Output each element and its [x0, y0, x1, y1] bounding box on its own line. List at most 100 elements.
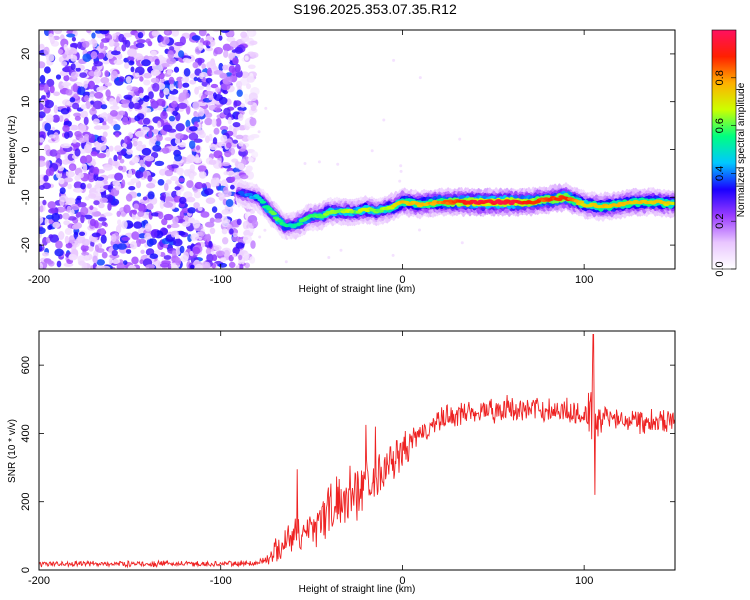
spectrogram-noise-cell — [147, 175, 153, 182]
spectrogram-noise-cell — [70, 54, 78, 62]
spectrogram-noise-cell — [65, 170, 75, 178]
spectrogram-noise-cell — [159, 35, 164, 42]
spectrogram-noise-cell — [80, 182, 86, 190]
spectrogram-noise-cell — [39, 74, 46, 84]
spectrogram-noise-cell — [198, 30, 207, 37]
spectrogram-noise-cell — [80, 110, 89, 119]
spectrogram-noise-cell — [214, 218, 222, 223]
spectrogram-noise-cell — [82, 40, 90, 48]
spectrogram-noise-cell — [246, 83, 251, 90]
spectrogram-noise-cell — [235, 265, 241, 269]
spectrogram-noise-cell — [228, 261, 236, 268]
spectrogram-noise-cell — [100, 124, 110, 130]
spectrogram-noise-cell — [55, 240, 63, 249]
spectrogram-noise-cell — [164, 169, 174, 177]
spectrogram-noise-cell — [92, 166, 100, 175]
spectrogram-noise-cell — [177, 80, 183, 89]
spectrogram-noise-cell — [100, 265, 111, 269]
spectrogram-noise-cell — [162, 124, 173, 132]
spectrogram-noise-cell — [162, 147, 170, 154]
spectrogram-noise-cell — [198, 171, 207, 179]
spectrogram-noise-cell — [198, 230, 205, 237]
spectrogram-noise-cell — [84, 255, 90, 261]
spectrogram-noise-cell — [208, 94, 214, 101]
spectrogram-noise-cell — [88, 133, 96, 143]
spectrogram-noise-cell — [231, 235, 240, 242]
spectrogram-noise-cell — [204, 117, 213, 126]
spectrogram-noise-cell — [65, 242, 73, 249]
snr-series-layer — [39, 333, 675, 569]
spectrogram-noise-cell — [188, 132, 199, 141]
spectrogram-noise-cell — [104, 70, 109, 78]
spectrogram-noise-cell — [211, 118, 217, 128]
spectrogram-noise-cell — [80, 104, 87, 110]
spectrogram-noise-cell — [77, 123, 87, 133]
spectrogram-noise-cell — [172, 110, 179, 116]
spectrogram-noise-cell — [126, 149, 133, 155]
spectrogram-noise-cell — [189, 140, 196, 149]
spectrogram-noise-cell — [213, 70, 224, 75]
spectrogram-noise-cell — [63, 220, 70, 226]
spectrogram-noise-cell — [191, 35, 201, 41]
spectrogram-noise-cell — [96, 259, 105, 266]
spectrogram-noise-cell — [119, 158, 125, 164]
spectrogram-noise-cell — [207, 39, 216, 47]
spectrogram-noise-cell — [114, 132, 120, 138]
spectrogram-noise-cell — [176, 190, 182, 197]
spectrogram-noise-cell — [48, 208, 57, 214]
spectrogram-noise-cell — [114, 145, 122, 153]
spectrogram-noise-cell — [62, 99, 71, 106]
spectrogram-noise-cell — [248, 92, 258, 101]
spectrogram-noise-cell — [77, 41, 82, 49]
spectrogram-noise-cell — [73, 181, 83, 189]
spectrogram-noise-cell — [150, 50, 157, 57]
spectrogram-noise-cell — [137, 210, 145, 217]
spectrogram-noise-cell — [44, 66, 51, 74]
spectrogram-noise-cell — [100, 77, 110, 84]
spectrogram-noise-cell — [250, 105, 256, 112]
spectrogram-noise-cell — [180, 254, 189, 263]
y-tick-label: -10 — [20, 189, 32, 205]
snr-panel: -200 -100 0 100 0 200 400 600 Height of straig… — [7, 330, 676, 595]
spectrogram-noise-cell — [118, 110, 126, 116]
spectrogram-noise-cell — [175, 133, 184, 140]
spectrogram-noise-cell — [251, 151, 259, 158]
spectrogram-ridge-cell — [270, 212, 277, 216]
spectrogram-noise-cell — [72, 83, 78, 93]
x-tick-label: -100 — [210, 575, 232, 587]
spectrogram-noise-cell — [391, 253, 395, 257]
colorbar-scale — [711, 29, 737, 270]
spectrogram-noise-cell — [69, 124, 79, 131]
spectrogram-noise-cell — [133, 140, 138, 147]
spectrogram-noise-cell — [169, 82, 175, 92]
spectrogram-noise-cell — [94, 77, 101, 84]
spectrogram-noise-cell — [39, 243, 43, 252]
spectrogram-noise-cell — [92, 39, 98, 48]
spectrogram-noise-cell — [247, 157, 254, 163]
snr-y-ticks: 0 200 400 600 — [20, 356, 675, 573]
spectrogram-noise-cell — [128, 186, 136, 191]
spectrogram-noise-cell — [108, 145, 114, 152]
spectrogram-noise-cell — [189, 79, 197, 85]
spectrogram-noise-cell — [209, 143, 218, 151]
spectrogram-noise-cell — [151, 62, 162, 72]
spectrogram-noise-cell — [263, 228, 267, 232]
spectrogram-noise-cell — [249, 40, 258, 46]
spectrogram-noise-cell — [151, 30, 160, 37]
spectrogram-noise-cell — [101, 251, 108, 259]
spectrogram-noise-cell — [159, 168, 167, 176]
spectrogram-noise-cell — [204, 90, 214, 96]
spectrogram-noise-cell — [63, 177, 73, 183]
spectrogram-noise-cell — [87, 173, 96, 183]
spectrogram-noise-cell — [145, 160, 152, 168]
spectrogram-noise-cell — [150, 77, 160, 84]
spectrogram-noise-cell — [164, 30, 170, 34]
spectrogram-noise-cell — [219, 30, 230, 33]
spectrogram-noise-cell — [47, 201, 56, 209]
spectrogram-noise-cell — [179, 245, 185, 254]
spectrogram-noise-cell — [157, 179, 165, 186]
spectrogram-noise-cell — [125, 193, 133, 202]
spectrogram-noise-cell — [205, 77, 213, 83]
spectrogram-noise-cell — [61, 159, 71, 165]
spectrogram-noise-cell — [66, 197, 76, 205]
